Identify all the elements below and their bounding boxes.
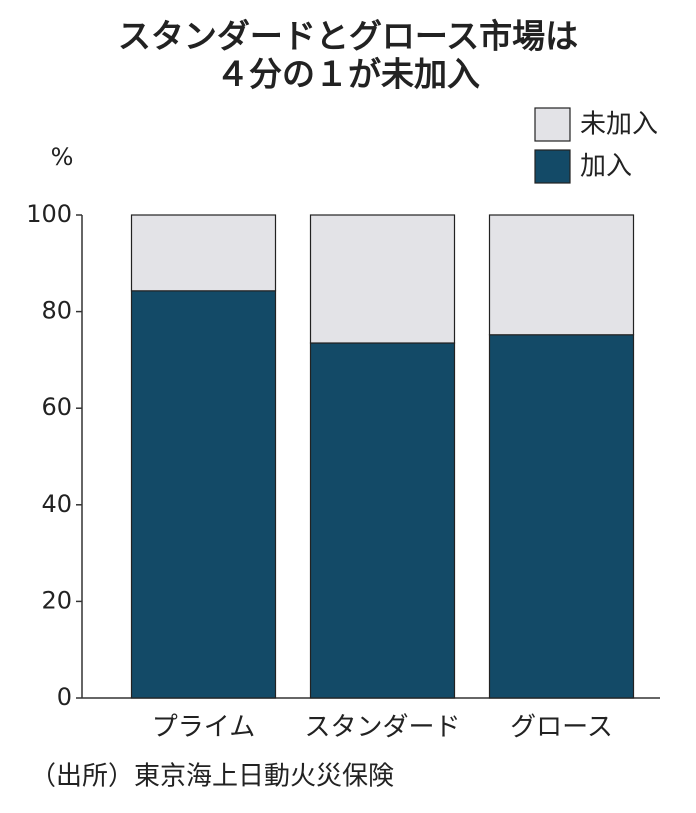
- bar-segment: [309, 214, 456, 344]
- bar-segment: [130, 214, 277, 292]
- x-tick-label: グロース: [510, 713, 613, 743]
- chart-title: スタンダードとグロース市場は: [118, 17, 578, 56]
- legend-label: 未加入: [580, 110, 658, 140]
- x-tick-label: スタンダード: [304, 713, 460, 743]
- y-tick-label: 40: [41, 490, 72, 518]
- legend-label: 加入: [580, 152, 632, 182]
- chart-title: ４分の１が未加入: [216, 55, 480, 94]
- source-note: （出所）東京海上日動火災保険: [30, 762, 394, 792]
- y-tick-label: 0: [57, 683, 72, 711]
- legend-swatch: [534, 149, 571, 184]
- bar-segment: [488, 334, 635, 699]
- bar-segment: [130, 290, 277, 699]
- x-tick-label: プライム: [152, 713, 255, 743]
- y-tick-label: 100: [26, 200, 72, 228]
- y-tick-label: 60: [41, 393, 72, 421]
- bar-segment: [488, 214, 635, 336]
- bar-segment: [309, 342, 456, 699]
- y-axis-label: %: [51, 143, 74, 171]
- y-tick-label: 20: [41, 586, 72, 614]
- legend-swatch: [534, 107, 571, 142]
- y-tick-label: 80: [41, 297, 72, 325]
